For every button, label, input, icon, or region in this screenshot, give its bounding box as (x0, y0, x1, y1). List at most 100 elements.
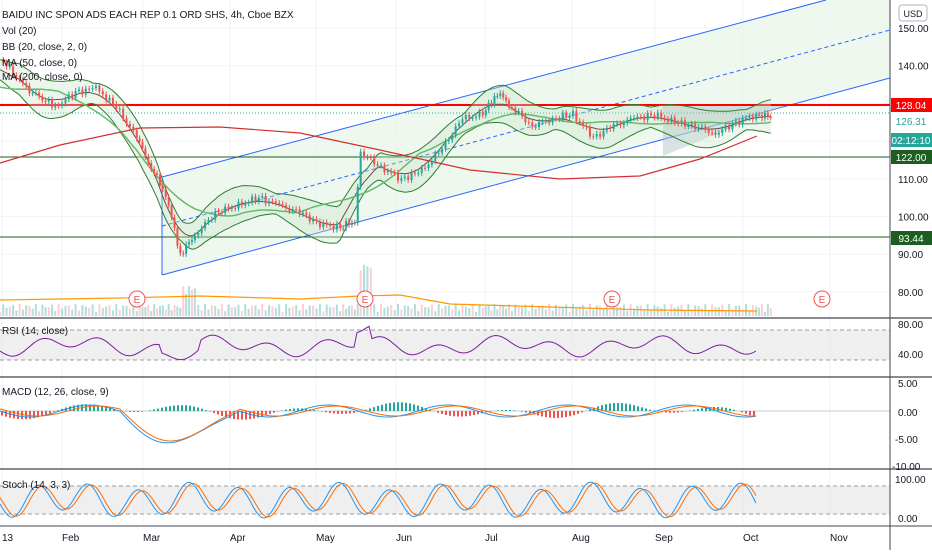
volume-bar (758, 308, 760, 316)
countdown-label: 02:12:10 (891, 133, 932, 147)
macd-histogram-bar (437, 411, 439, 413)
candle-body (548, 121, 550, 122)
candle-body (95, 86, 97, 88)
legend-vol[interactable]: Vol (20) (2, 26, 36, 37)
time-axis-label: 13 (2, 533, 14, 544)
volume-bar (182, 286, 184, 316)
volume-bar (322, 311, 324, 316)
macd-histogram-bar (741, 411, 743, 412)
candle-body (144, 148, 146, 156)
candle-body (115, 104, 117, 109)
time-axis-label: Sep (655, 533, 673, 544)
volume-bar (129, 309, 131, 316)
legend-ma50[interactable]: MA (50, close, 0) (2, 58, 77, 69)
candle-body (482, 112, 484, 116)
candle-body (377, 164, 379, 165)
candle-body (514, 108, 516, 113)
macd-histogram-bar (729, 409, 731, 411)
macd-histogram-bar (21, 411, 23, 419)
volume-bar (764, 312, 766, 316)
candle-body (285, 205, 287, 208)
candle-body (68, 94, 70, 99)
macd-histogram-bar (701, 408, 703, 411)
time-axis-label: Nov (830, 533, 848, 544)
legend-stoch[interactable]: Stoch (14, 3, 3) (2, 480, 70, 491)
legend-ma200[interactable]: MA (200, close, 0) (2, 72, 83, 83)
candle-body (438, 153, 440, 154)
candle-body (400, 178, 402, 181)
macd-histogram-bar (733, 410, 735, 411)
macd-histogram-bar (725, 408, 727, 411)
candle-body (185, 244, 187, 254)
volume-bar (701, 309, 703, 316)
volume-bar (309, 305, 311, 316)
earnings-marker[interactable]: E (129, 291, 145, 307)
earnings-marker[interactable]: E (814, 291, 830, 307)
legend-macd[interactable]: MACD (12, 26, close, 9) (2, 387, 109, 398)
price-label-resistance: 128.04 (891, 98, 932, 112)
svg-text:122.00: 122.00 (896, 153, 927, 164)
candle-body (434, 153, 436, 161)
volume-bar (400, 309, 402, 316)
volume-bar (767, 304, 769, 316)
symbol-title[interactable]: BAIDU INC SPON ADS EACH REP 0.1 ORD SHS,… (2, 10, 294, 21)
volume-bar (640, 305, 642, 316)
candle-body (541, 121, 543, 122)
candle-body (271, 201, 273, 202)
macd-histogram-bar (221, 411, 223, 416)
volume-bar (465, 307, 467, 316)
candle-body (373, 157, 375, 164)
volume-bar (336, 305, 338, 316)
volume-bar (357, 304, 359, 316)
earnings-label: E (134, 295, 141, 306)
candle-body (609, 128, 611, 129)
macd-histogram-bar (581, 411, 583, 412)
macd-histogram-bar (697, 409, 699, 411)
candle-body (664, 118, 666, 119)
volume-bar (32, 309, 34, 316)
volume-bar (261, 304, 263, 316)
macd-histogram-bar (473, 411, 475, 415)
volume-bar (85, 307, 87, 316)
volume-bar (728, 304, 730, 316)
candle-body (261, 196, 263, 198)
volume-bar (299, 310, 301, 316)
volume-bar (434, 311, 436, 316)
candle-body (105, 95, 107, 101)
candle-body (370, 157, 372, 158)
earnings-marker[interactable]: E (357, 291, 373, 307)
volume-bar (596, 305, 598, 316)
macd-histogram-bar (393, 402, 395, 411)
candle-body (758, 115, 760, 116)
candle-body (745, 118, 747, 119)
volume-bar (626, 311, 628, 316)
volume-bar (345, 309, 347, 316)
legend-rsi[interactable]: RSI (14, close) (2, 326, 68, 337)
macd-histogram-bar (469, 411, 471, 416)
volume-bar (201, 310, 203, 316)
volume-bar (295, 305, 297, 316)
macd-histogram-bar (553, 411, 555, 418)
macd-histogram-bar (629, 404, 631, 411)
macd-histogram-bar (525, 411, 527, 413)
volume-bar (441, 309, 443, 316)
volume-bar (731, 309, 733, 316)
macd-histogram-bar (637, 406, 639, 411)
candle-body (162, 186, 164, 189)
earnings-marker[interactable]: E (604, 291, 620, 307)
price-label-support-mid: 122.00 (891, 150, 932, 164)
legend-bb[interactable]: BB (20, close, 2, 0) (2, 42, 87, 53)
candle-body (681, 120, 683, 123)
macd-histogram-bar (513, 410, 515, 411)
candle-body (41, 97, 43, 101)
candle-body (305, 213, 307, 215)
macd-histogram-bar (573, 411, 575, 415)
time-axis-label: Oct (743, 533, 759, 544)
macd-histogram-bar (497, 410, 499, 411)
volume-bar (144, 307, 146, 316)
volume-bar (162, 305, 164, 316)
volume-bar (218, 309, 220, 316)
volume-bar (228, 305, 230, 316)
